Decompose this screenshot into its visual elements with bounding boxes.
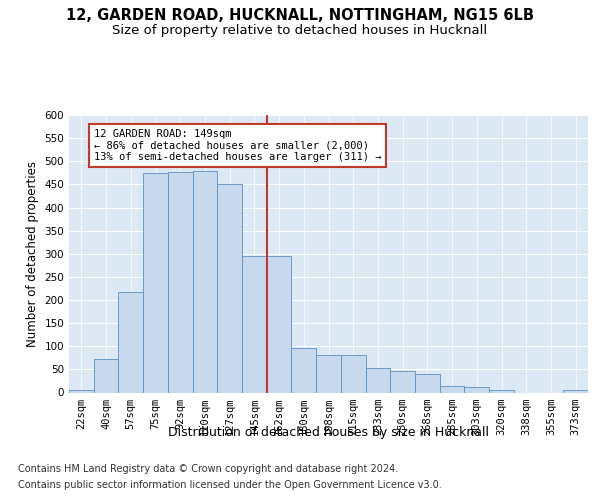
Text: Size of property relative to detached houses in Hucknall: Size of property relative to detached ho… xyxy=(112,24,488,37)
Bar xyxy=(341,355,365,393)
Bar xyxy=(365,368,390,392)
Bar xyxy=(440,386,464,392)
Text: Contains public sector information licensed under the Open Government Licence v3: Contains public sector information licen… xyxy=(18,480,442,490)
Bar xyxy=(118,292,143,392)
Bar xyxy=(242,256,267,392)
Bar xyxy=(69,390,94,392)
Bar xyxy=(94,359,118,392)
Bar xyxy=(316,355,341,393)
Bar xyxy=(143,173,168,392)
Bar xyxy=(168,172,193,392)
Text: Contains HM Land Registry data © Crown copyright and database right 2024.: Contains HM Land Registry data © Crown c… xyxy=(18,464,398,474)
Bar xyxy=(563,390,588,392)
Bar xyxy=(217,184,242,392)
Bar xyxy=(292,348,316,393)
Y-axis label: Number of detached properties: Number of detached properties xyxy=(26,161,39,347)
Bar xyxy=(489,390,514,392)
Text: Distribution of detached houses by size in Hucknall: Distribution of detached houses by size … xyxy=(168,426,490,439)
Bar xyxy=(415,374,440,392)
Text: 12 GARDEN ROAD: 149sqm
← 86% of detached houses are smaller (2,000)
13% of semi-: 12 GARDEN ROAD: 149sqm ← 86% of detached… xyxy=(94,129,381,162)
Bar xyxy=(390,371,415,392)
Text: 12, GARDEN ROAD, HUCKNALL, NOTTINGHAM, NG15 6LB: 12, GARDEN ROAD, HUCKNALL, NOTTINGHAM, N… xyxy=(66,8,534,22)
Bar xyxy=(267,256,292,392)
Bar xyxy=(193,171,217,392)
Bar xyxy=(464,388,489,392)
